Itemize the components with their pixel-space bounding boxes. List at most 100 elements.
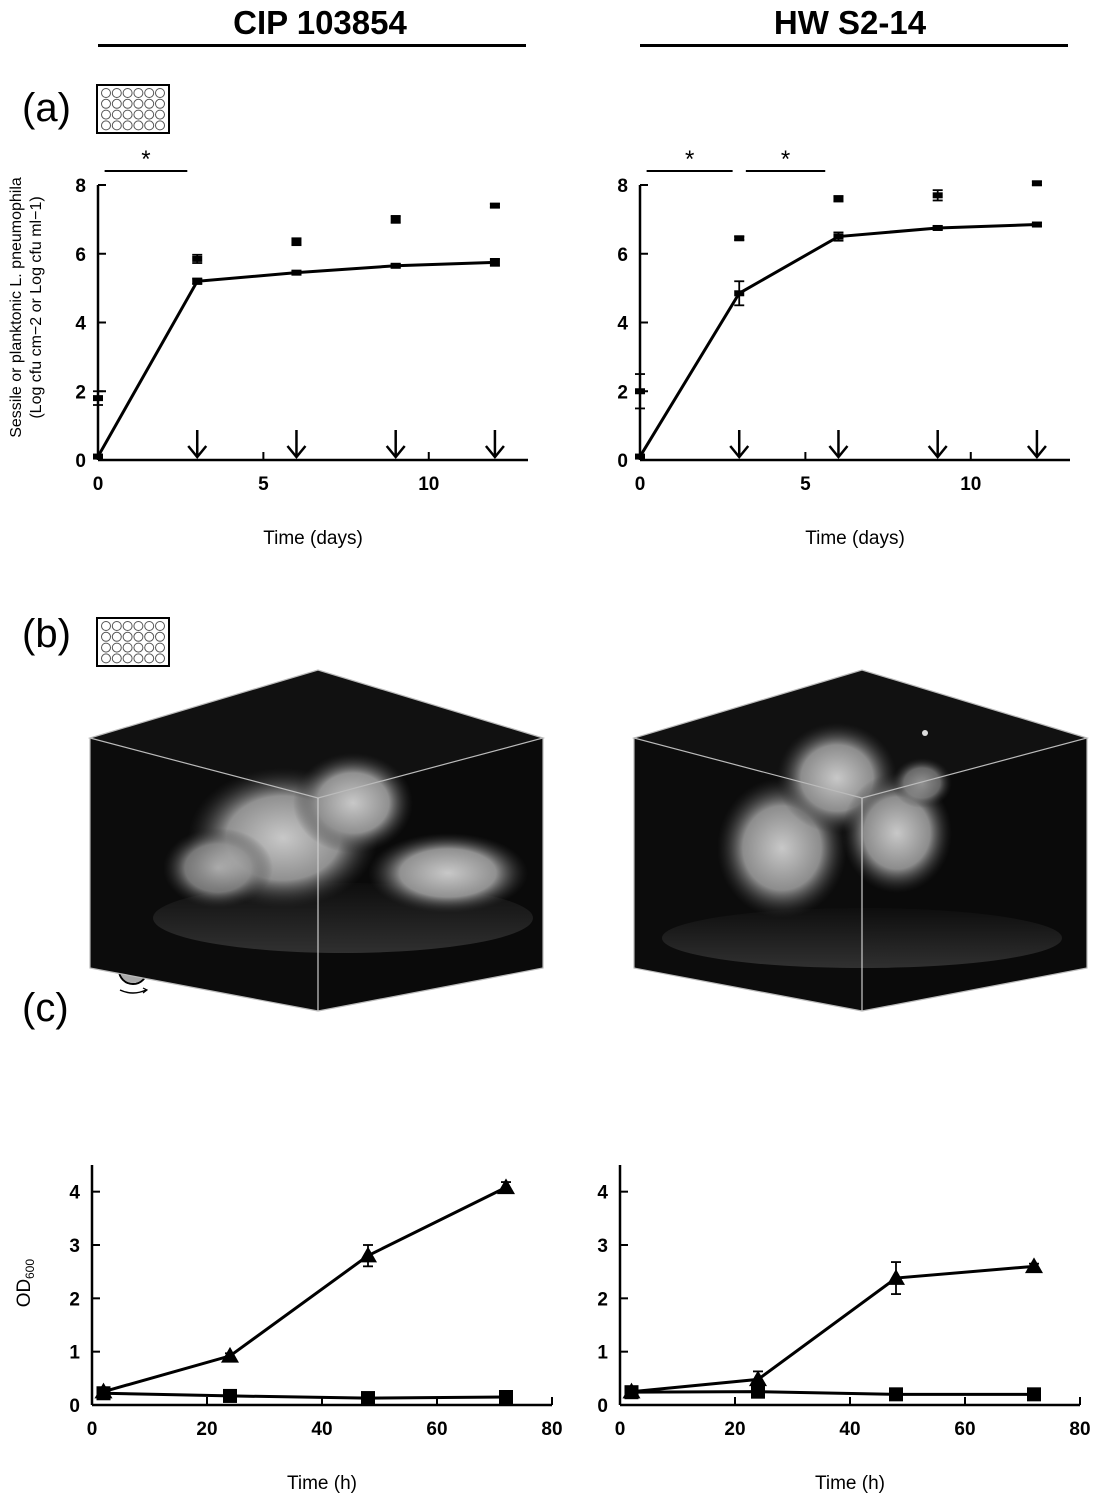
well [122, 621, 133, 631]
well [144, 109, 155, 120]
y-tick-label: 4 [617, 314, 628, 335]
x-tick-label: 20 [724, 1419, 745, 1440]
y-axis-label: Sessile or planktonic L. pneumophila [8, 177, 25, 438]
well-plate-icon [96, 84, 170, 134]
panel-label-a: (a) [22, 86, 71, 130]
x-tick-label: 60 [426, 1419, 447, 1440]
data-point-triangle [887, 1269, 905, 1285]
data-point-sessile [291, 269, 302, 276]
chart-a-left: 0 2 4 6 8 0 5 10 Time (days) Sessile or planktoni… [8, 146, 528, 549]
strain-title-right: HW S2-14 [773, 4, 927, 41]
well [155, 642, 165, 653]
well [122, 631, 133, 642]
x-tick-label: 0 [93, 474, 104, 495]
chart-a-right: 0 2 4 6 8 0 5 10 Time (days) * * [617, 146, 1070, 549]
well [133, 98, 144, 109]
series-line-sessile [96, 260, 495, 458]
data-point-square [624, 1385, 639, 1400]
well [111, 88, 122, 98]
significance-star: * [685, 146, 694, 173]
well [101, 88, 111, 98]
data-point-planktonic [192, 255, 203, 262]
well [122, 642, 133, 653]
arrow-head [187, 445, 208, 459]
data-point-planktonic [833, 195, 844, 202]
data-point-square [499, 1390, 513, 1404]
well [144, 642, 155, 653]
arrow-head [484, 445, 505, 459]
y-tick-label: 4 [597, 1183, 608, 1204]
x-axis-label: Time (days) [805, 528, 905, 549]
x-axis-label: Time (h) [815, 1473, 885, 1494]
well [144, 98, 155, 109]
y-axis-label-units: (Log cfu cm−2 or Log cfu ml−1) [28, 196, 45, 418]
well [111, 653, 122, 664]
data-point-sessile [390, 262, 401, 269]
series-line-square [103, 1391, 507, 1400]
x-axis-label: Time (h) [287, 1473, 357, 1494]
well [144, 631, 155, 642]
well [111, 621, 122, 631]
panel-label-c: (c) [22, 986, 69, 1030]
well [101, 653, 111, 664]
well [122, 88, 133, 98]
data-point-triangle [1025, 1257, 1043, 1274]
data-point-sessile [192, 278, 203, 285]
well-plate-icon [96, 617, 170, 667]
well [111, 631, 122, 642]
y-tick-label: 1 [69, 1343, 80, 1364]
data-point-triangle [749, 1370, 767, 1387]
well [101, 621, 111, 631]
y-tick-label: 8 [75, 176, 86, 197]
well [122, 653, 133, 664]
x-tick-label: 60 [954, 1419, 975, 1440]
data-point-planktonic [390, 216, 401, 223]
series-line-triangle [631, 1264, 1035, 1394]
well [144, 653, 155, 664]
well [122, 98, 133, 109]
biofilm-3d-image-right [632, 669, 1090, 1012]
x-tick-label: 40 [839, 1419, 860, 1440]
series-line-triangle [103, 1186, 507, 1394]
well [101, 109, 111, 120]
data-point-planktonic [635, 388, 645, 395]
data-point-sessile [1031, 221, 1042, 228]
y-tick-label: 6 [75, 245, 86, 266]
well [101, 98, 111, 109]
significance-star: * [781, 146, 790, 173]
x-tick-label: 80 [541, 1419, 562, 1440]
y-tick-label: 0 [597, 1396, 608, 1417]
x-tick-label: 10 [960, 474, 981, 495]
well [155, 109, 165, 120]
data-point-planktonic [291, 238, 302, 245]
y-axis-label-subscript: 600 [23, 1259, 37, 1279]
x-tick-label: 40 [311, 1419, 332, 1440]
y-tick-label: 0 [617, 451, 628, 472]
data-point-planktonic [932, 192, 943, 199]
data-point-square [361, 1391, 375, 1406]
y-tick-label: 4 [75, 314, 86, 335]
well [111, 120, 122, 131]
well [155, 631, 165, 642]
well [101, 120, 111, 131]
data-point-sessile [489, 259, 500, 266]
x-tick-label: 0 [635, 474, 646, 495]
y-tick-label: 2 [75, 382, 86, 403]
data-point-sessile [734, 290, 745, 297]
x-tick-label: 5 [258, 474, 269, 495]
well [155, 88, 165, 98]
strain-underline-left [98, 44, 526, 47]
y-tick-label: 6 [617, 245, 628, 266]
data-point-sessile [932, 224, 943, 231]
biofilm-3d-image-left [88, 669, 546, 1012]
y-tick-label: 3 [69, 1236, 80, 1257]
y-axis-label: OD [14, 1279, 35, 1308]
data-point-triangle [221, 1346, 239, 1363]
data-point-square [889, 1387, 903, 1402]
arrow-head [729, 445, 750, 459]
y-tick-label: 2 [597, 1289, 608, 1310]
data-point-planktonic [93, 395, 103, 402]
panel-label-b: (b) [22, 612, 71, 656]
y-tick-label: 2 [69, 1289, 80, 1310]
well [101, 642, 111, 653]
